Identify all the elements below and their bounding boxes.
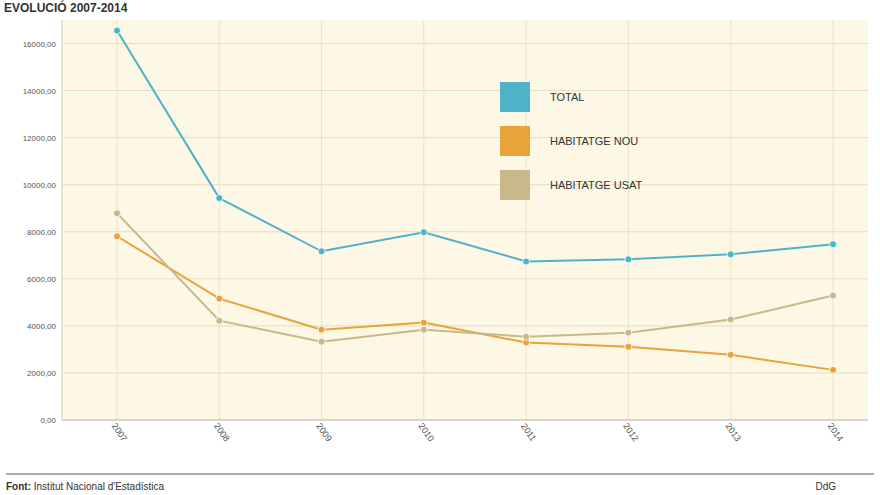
series-line [117,236,833,370]
x-grid-line [321,20,322,420]
legend-label: TOTAL [550,91,584,103]
x-grid-line [219,20,220,420]
series-marker [318,338,325,345]
series-line [117,31,833,262]
series-marker [216,317,223,324]
series-marker [114,233,121,240]
legend-swatch [500,170,530,200]
credit: DdG [815,481,836,492]
legend-label: HABITATGE USAT [550,179,643,191]
y-tick-label: 0,00 [40,416,56,425]
series-marker [727,251,734,258]
y-grid-line [62,420,868,421]
x-tick-label: 2013 [723,421,743,443]
series-marker [830,366,837,373]
y-tick-label: 10000,00 [23,181,57,190]
legend: TOTAL HABITATGE NOU HABITATGE USAT [500,82,643,200]
x-grid-line [628,20,629,420]
series-marker [830,292,837,299]
legend-label: HABITATGE NOU [550,135,638,147]
y-grid-line [62,90,868,91]
series-marker [318,326,325,333]
series-marker [523,258,530,265]
x-grid-line [730,20,731,420]
series-marker [420,229,427,236]
y-grid-line [62,325,868,326]
x-tick-label: 2008 [212,421,232,443]
series-marker [625,343,632,350]
y-tick-label: 4000,00 [27,322,56,331]
y-grid-line [62,278,868,279]
title: EVOLUCIÓ 2007-2014 [4,0,128,15]
y-grid-line [62,231,868,232]
series-marker [114,27,121,34]
x-grid-line [423,20,424,420]
series-marker [727,316,734,323]
y-axis-line [62,20,63,420]
series-marker [625,256,632,263]
series-marker [830,241,837,248]
y-grid-line [62,184,868,185]
x-grid-line [117,20,118,420]
y-tick-label: 16000,00 [23,40,57,49]
series-marker [420,326,427,333]
x-tick-label: 2009 [314,421,334,443]
x-tick-label: 2010 [416,421,436,443]
y-tick-label: 2000,00 [27,369,56,378]
y-tick-label: 8000,00 [27,228,56,237]
series-marker [216,295,223,302]
x-grid-line [526,20,527,420]
series-line [117,213,833,341]
series-group [114,27,837,373]
x-tick-label: 2012 [621,421,641,443]
footer-rule [6,474,874,475]
source: Font: Institut Nacional d'Estadística [6,481,165,492]
series-marker [216,195,223,202]
y-grid-line [62,372,868,373]
plot-background [62,20,868,420]
series-marker [625,329,632,336]
x-tick-label: 2014 [826,421,846,443]
y-tick-label: 14000,00 [23,87,57,96]
x-grid-line [833,20,834,420]
y-tick-label: 6000,00 [27,275,56,284]
series-marker [523,333,530,340]
x-tick-label: 2007 [110,421,130,443]
series-marker [727,351,734,358]
series-marker [420,319,427,326]
series-marker [114,210,121,217]
legend-swatch [500,82,530,112]
series-marker [318,248,325,255]
legend-swatch [500,126,530,156]
y-grid-line [62,43,868,44]
chart: EVOLUCIÓ 2007-2014 0,00 2000,00 4000,00 6000… [0,0,880,495]
y-tick-label: 12000,00 [23,134,57,143]
x-tick-label: 2011 [519,421,538,443]
